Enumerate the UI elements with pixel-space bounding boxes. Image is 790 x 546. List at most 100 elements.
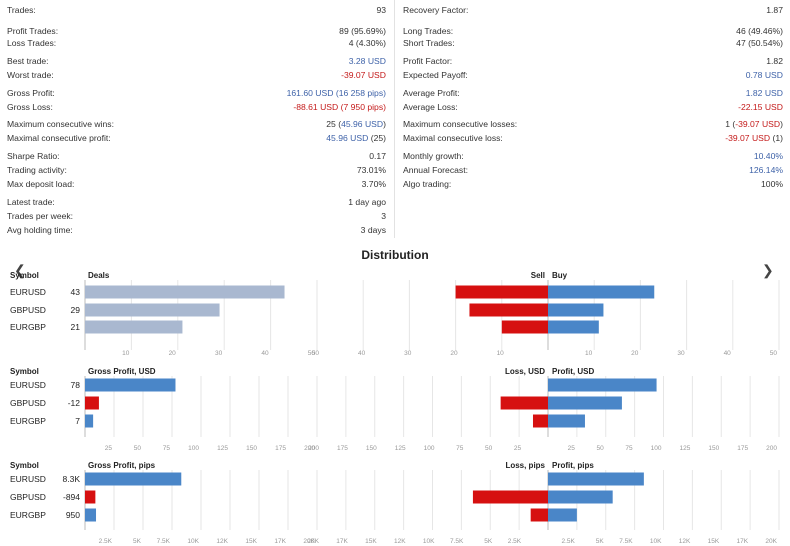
- stat-value: 4 (4.30%): [348, 38, 386, 48]
- stat-value: 3: [381, 211, 386, 221]
- bar: [85, 396, 99, 410]
- stat-value: -88.61 USD (7 950 pips): [293, 102, 386, 112]
- bar-left: [500, 396, 548, 410]
- distribution-title: Distribution: [361, 248, 429, 262]
- stat-row-maximum-consecutive-losses: Maximum consecutive losses: 1 (-39.07 USD…: [403, 118, 783, 131]
- stat-row-trading-activity: Trading activity: 73.01%: [7, 164, 386, 177]
- stat-label: Gross Profit:: [7, 88, 55, 98]
- tick-label: 100: [188, 445, 199, 452]
- tick-label: 7.5K: [450, 538, 464, 545]
- stat-label: Worst trade:: [7, 70, 54, 80]
- stat-value: 10.40%: [753, 151, 783, 161]
- stat-label: Monthly growth:: [403, 151, 464, 161]
- tick-label: 150: [366, 445, 377, 452]
- tick-label: 50: [597, 445, 605, 452]
- stat-value: -39.07 USD: [341, 70, 386, 80]
- bar-right: [548, 285, 655, 299]
- bar-right: [548, 396, 622, 410]
- symbol-column-header: Symbol: [10, 367, 39, 376]
- stat-value: 3.70%: [361, 179, 386, 189]
- stat-label: Sharpe Ratio:: [7, 151, 60, 161]
- stat-row-gross-profit: Gross Profit: 161.60 USD (16 258 pips): [7, 87, 386, 100]
- tick-label: 20K: [307, 538, 319, 545]
- tick-label: 125: [217, 445, 228, 452]
- stat-label: Trading activity:: [7, 165, 67, 175]
- chevron-left-icon[interactable]: ❮: [14, 262, 26, 278]
- stat-row-best-trade: Best trade: 3.28 USD: [7, 55, 386, 68]
- stat-label: Maximum consecutive losses:: [403, 119, 518, 129]
- bar-right: [548, 303, 604, 317]
- value-label: -12: [68, 398, 81, 408]
- symbol-label: EURGBP: [10, 510, 46, 520]
- bar-left: [455, 285, 548, 299]
- stat-label: Annual Forecast:: [403, 165, 468, 175]
- tick-label: 25: [514, 445, 522, 452]
- tick-label: 75: [456, 445, 464, 452]
- bar: [85, 508, 97, 522]
- stat-row-loss-trades: Loss Trades: 4 (4.30%): [7, 37, 386, 50]
- stat-value: 3 days: [360, 225, 386, 235]
- bar: [85, 285, 285, 299]
- stat-value: 1.82 USD: [745, 88, 783, 98]
- tick-label: 15K: [245, 538, 257, 545]
- stat-row-profit-factor: Profit Factor: 1.82: [403, 55, 783, 68]
- bar-right: [548, 320, 599, 334]
- tick-label: 10K: [187, 538, 199, 545]
- chevron-right-icon[interactable]: ❯: [762, 262, 774, 278]
- tick-label: 10: [497, 350, 505, 357]
- stat-value: -39.07 USD (1): [725, 133, 783, 143]
- stat-value: -22.15 USD: [738, 102, 783, 112]
- bar-right: [548, 472, 644, 486]
- symbol-label: EURGBP: [10, 416, 46, 426]
- tick-label: 10: [585, 350, 593, 357]
- stat-row-max-deposit-load: Max deposit load: 3.70%: [7, 178, 386, 191]
- stat-row-monthly-growth: Monthly growth: 10.40%: [403, 150, 783, 163]
- stat-label: Latest trade:: [7, 197, 55, 207]
- stat-value: 3.28 USD: [348, 56, 386, 66]
- stat-value: 1.87: [766, 5, 783, 15]
- tick-label: 175: [275, 445, 286, 452]
- stat-label: Maximum consecutive wins:: [7, 119, 114, 129]
- tick-label: 10K: [423, 538, 435, 545]
- stat-label: Average Profit:: [403, 88, 460, 98]
- value-label: 8.3K: [63, 474, 81, 484]
- symbol-label: EURGBP: [10, 322, 46, 332]
- tick-label: 20: [450, 350, 458, 357]
- tick-label: 150: [246, 445, 257, 452]
- bar-left: [532, 414, 548, 428]
- tick-label: 50: [134, 445, 142, 452]
- stat-row-maximal-consecutive-loss: Maximal consecutive loss: -39.07 USD (1): [403, 132, 783, 145]
- stat-row-maximum-consecutive-wins: Maximum consecutive wins: 25 (45.96 USD): [7, 118, 386, 131]
- tick-label: 40: [358, 350, 366, 357]
- value-label: 21: [71, 322, 81, 332]
- symbol-column-header: Symbol: [10, 461, 39, 470]
- stat-value: 45.96 USD (25): [326, 133, 386, 143]
- stat-label: Max deposit load:: [7, 179, 75, 189]
- stat-label: Expected Payoff:: [403, 70, 468, 80]
- stat-label: Maximal consecutive profit:: [7, 133, 111, 143]
- bar-left: [469, 303, 548, 317]
- stat-row-profit-trades: Profit Trades: 89 (95.69%): [7, 25, 386, 38]
- stat-value: 93: [376, 5, 386, 15]
- tick-label: 175: [337, 445, 348, 452]
- chart-title-left: Loss, pips: [505, 461, 545, 470]
- tick-label: 50: [308, 350, 316, 357]
- stat-value: 0.17: [369, 151, 386, 161]
- value-label: -894: [63, 492, 80, 502]
- tick-label: 17K: [336, 538, 348, 545]
- tick-label: 2.5K: [508, 538, 522, 545]
- bar: [85, 472, 182, 486]
- tick-label: 20: [631, 350, 639, 357]
- value-label: 29: [71, 305, 81, 315]
- stat-value: 47 (50.54%): [736, 38, 783, 48]
- column-divider: [394, 0, 395, 238]
- stat-row-long-trades: Long Trades: 46 (49.46%): [403, 25, 783, 38]
- tick-label: 20K: [303, 538, 315, 545]
- tick-label: 25: [105, 445, 113, 452]
- stat-row-algo-trading: Algo trading: 100%: [403, 178, 783, 191]
- bar: [85, 490, 96, 504]
- stat-value: 25 (45.96 USD): [326, 119, 386, 129]
- chart-title: Gross Profit, pips: [88, 461, 156, 470]
- tick-label: 17K: [274, 538, 286, 545]
